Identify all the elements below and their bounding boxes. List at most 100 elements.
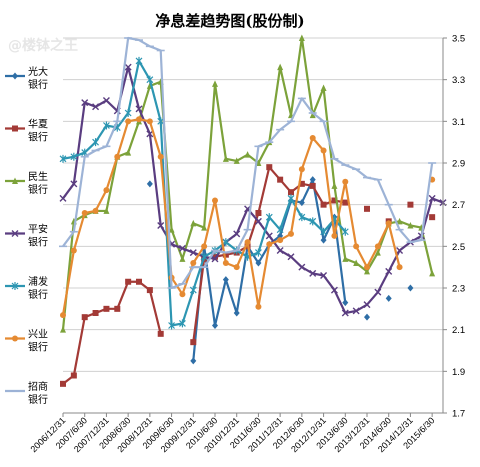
data-point	[233, 309, 240, 317]
data-point	[81, 99, 89, 107]
data-point	[353, 259, 360, 266]
series-浦发银行	[59, 56, 349, 330]
data-point	[341, 227, 349, 236]
data-point	[353, 243, 360, 250]
data-point	[266, 241, 273, 248]
data-point	[222, 276, 229, 284]
data-point	[255, 303, 262, 310]
data-point	[212, 80, 218, 87]
data-point	[103, 305, 110, 312]
data-point	[364, 264, 370, 271]
data-point	[298, 213, 306, 222]
legend-label: 银行	[28, 131, 48, 144]
data-point	[222, 260, 229, 266]
legend-label: 银行	[28, 236, 48, 249]
data-point	[342, 178, 349, 185]
data-point	[157, 117, 165, 126]
data-point	[124, 109, 132, 117]
data-point	[374, 249, 381, 256]
data-point	[60, 380, 66, 387]
data-point	[60, 326, 66, 333]
data-point	[92, 138, 99, 147]
data-point	[70, 247, 77, 254]
data-point	[92, 310, 99, 316]
data-point	[135, 56, 143, 65]
data-point	[407, 201, 414, 208]
series-华夏银行	[60, 164, 436, 387]
legend-label: 银行	[28, 78, 48, 91]
data-point	[265, 232, 273, 240]
data-point	[222, 251, 229, 258]
data-point	[265, 213, 273, 222]
plot-area	[59, 34, 447, 387]
legend-label: 招商	[28, 380, 48, 393]
legend-label: 兴业	[28, 329, 48, 341]
data-point	[244, 239, 251, 246]
data-point	[277, 176, 284, 183]
data-point	[157, 222, 165, 229]
legend-label: 银行	[28, 341, 48, 354]
data-point	[178, 244, 186, 252]
data-point	[298, 263, 306, 271]
legend-label: 平安	[28, 223, 48, 236]
data-point	[70, 180, 78, 188]
data-point	[396, 217, 403, 225]
data-point	[298, 180, 305, 187]
data-point	[136, 278, 142, 285]
data-point	[190, 260, 197, 266]
data-point	[212, 197, 218, 204]
data-point	[59, 154, 67, 163]
data-point	[276, 225, 284, 234]
data-point	[190, 219, 197, 227]
data-point	[255, 248, 262, 257]
data-point	[277, 63, 284, 71]
data-point	[114, 305, 121, 312]
y-tick-label: 1.9	[452, 367, 465, 378]
data-point	[374, 288, 382, 296]
series-平安银行	[59, 63, 447, 317]
data-point	[189, 286, 197, 295]
data-point	[374, 243, 381, 250]
data-point	[429, 214, 436, 221]
data-point	[342, 299, 349, 307]
data-point	[298, 34, 305, 41]
data-point	[364, 313, 370, 321]
series-line	[61, 118, 401, 316]
data-point	[70, 372, 77, 379]
data-point	[168, 321, 175, 330]
data-point	[320, 147, 327, 154]
data-point	[331, 232, 338, 239]
data-point	[168, 226, 175, 233]
data-point	[103, 121, 110, 130]
data-point	[320, 227, 327, 236]
y-tick-label: 1.7	[452, 409, 465, 420]
legend-label: 银行	[28, 393, 48, 406]
data-point	[385, 294, 392, 302]
data-point	[385, 267, 393, 275]
data-point	[407, 222, 414, 229]
data-point	[364, 267, 370, 275]
data-point	[157, 153, 164, 160]
data-point	[81, 314, 88, 321]
data-point	[81, 210, 88, 216]
data-point	[320, 236, 327, 244]
data-point	[320, 272, 328, 279]
series-招商银行	[59, 36, 437, 290]
data-point	[233, 230, 241, 238]
data-point	[330, 286, 338, 294]
data-point	[212, 322, 218, 329]
data-point	[288, 230, 294, 237]
data-point	[254, 217, 262, 225]
data-point	[70, 152, 78, 161]
data-point	[428, 194, 436, 202]
data-point	[190, 357, 197, 365]
data-point	[179, 319, 186, 328]
data-point	[255, 259, 262, 267]
data-point	[331, 182, 338, 189]
